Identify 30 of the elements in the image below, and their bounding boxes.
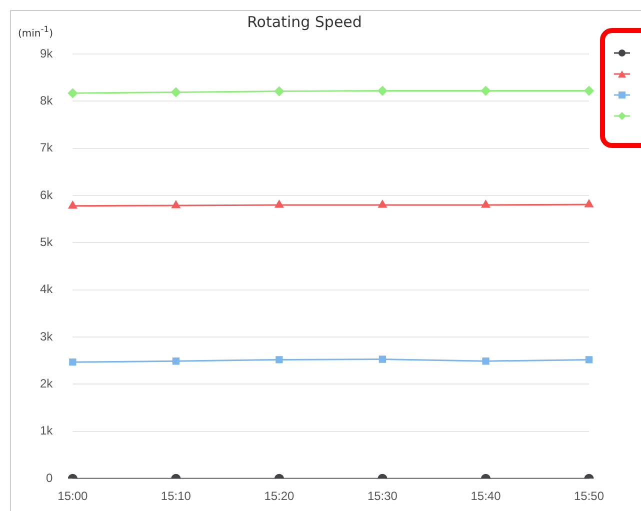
point: [171, 87, 181, 97]
chart-title: Rotating Speed: [247, 12, 362, 31]
y-axis-title: (min$^{-1}$): [18, 24, 53, 40]
point: [584, 200, 594, 208]
y-tick-label: 8k: [40, 93, 54, 108]
y-tick-label: 3k: [40, 329, 54, 344]
y-tick-label: 6k: [40, 188, 54, 202]
point: [68, 88, 78, 98]
point: [274, 86, 284, 96]
y-tick-label: 2k: [40, 376, 54, 391]
x-tick-label: 15:00: [58, 489, 88, 504]
point: [584, 86, 594, 96]
point: [172, 200, 180, 208]
y-tick-label: 0: [46, 470, 53, 485]
point: [68, 201, 77, 209]
point: [482, 200, 490, 208]
point: [378, 200, 387, 208]
y-tick-label: 5k: [40, 235, 54, 250]
x-tick-label: 15:20: [264, 489, 295, 504]
y-tick-label: 9k: [40, 46, 54, 60]
y-tick-label: 1k: [40, 424, 54, 438]
x-tick-label: 15:30: [367, 489, 398, 504]
point: [480, 86, 490, 96]
y-tick-label: 7k: [40, 140, 54, 155]
y-tick-label: 4k: [40, 282, 54, 296]
point: [274, 200, 284, 208]
point: [378, 86, 388, 96]
x-tick-label: 15:50: [574, 489, 604, 504]
x-tick-label: 15:10: [160, 489, 192, 504]
x-tick-label: 15:40: [470, 489, 502, 504]
